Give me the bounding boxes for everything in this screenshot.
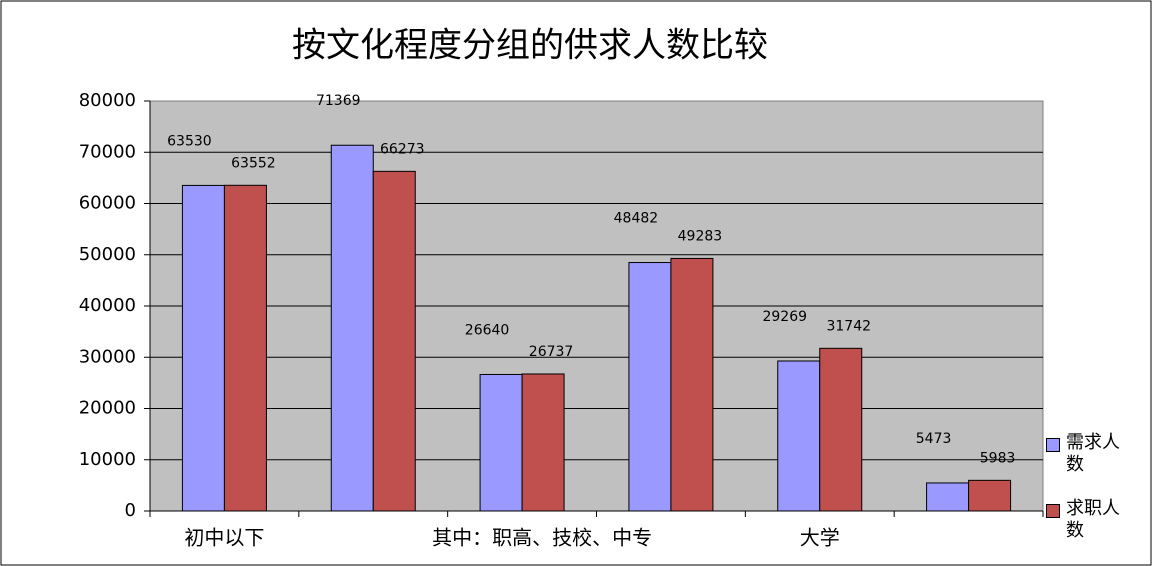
legend-swatch: [1046, 438, 1060, 452]
y-tick-label: 80000: [79, 90, 136, 111]
y-tick-label: 10000: [79, 449, 136, 470]
bar: [670, 257, 714, 512]
bar: [819, 347, 863, 512]
x-tick-label: 大学: [800, 526, 840, 550]
bar: [330, 144, 374, 512]
legend-item: 需求人数: [1046, 432, 1146, 476]
legend-label: 求职人数: [1066, 498, 1120, 541]
y-tick-label: 20000: [79, 398, 136, 419]
bar: [777, 360, 821, 512]
value-label: 29269: [762, 309, 807, 325]
value-label: 49283: [678, 228, 723, 244]
bar: [628, 262, 672, 512]
x-tick-label: 初中以下: [184, 526, 264, 550]
y-tick-label: 50000: [79, 244, 136, 265]
value-label: 5983: [980, 450, 1016, 466]
y-tick-label: 0: [125, 500, 136, 521]
value-label: 31742: [826, 318, 871, 334]
bar: [968, 479, 1012, 512]
value-label: 5473: [916, 431, 952, 447]
y-tick-label: 60000: [79, 193, 136, 214]
value-label: 48482: [614, 211, 659, 227]
value-label: 63530: [167, 133, 212, 149]
bar: [479, 373, 523, 512]
value-label: 26640: [465, 322, 510, 338]
bar: [223, 184, 267, 512]
legend-label: 需求人数: [1066, 432, 1120, 475]
value-label: 26737: [529, 344, 574, 360]
legend-item: 求职人数: [1046, 498, 1146, 542]
y-tick-label: 30000: [79, 346, 136, 367]
legend-swatch: [1046, 504, 1060, 518]
y-tick-label: 70000: [79, 141, 136, 162]
bar: [372, 170, 416, 512]
x-tick-label: 其中：职高、技校、中专: [432, 526, 652, 550]
bar: [926, 482, 970, 512]
value-label: 71369: [316, 93, 361, 109]
bar: [521, 373, 565, 512]
bar: [181, 184, 225, 512]
value-label: 66273: [380, 141, 425, 157]
y-tick-label: 40000: [79, 295, 136, 316]
chart-title: 按文化程度分组的供求人数比较: [292, 26, 768, 66]
legend: 需求人数 求职人数: [1046, 432, 1146, 564]
value-label: 63552: [231, 155, 276, 171]
